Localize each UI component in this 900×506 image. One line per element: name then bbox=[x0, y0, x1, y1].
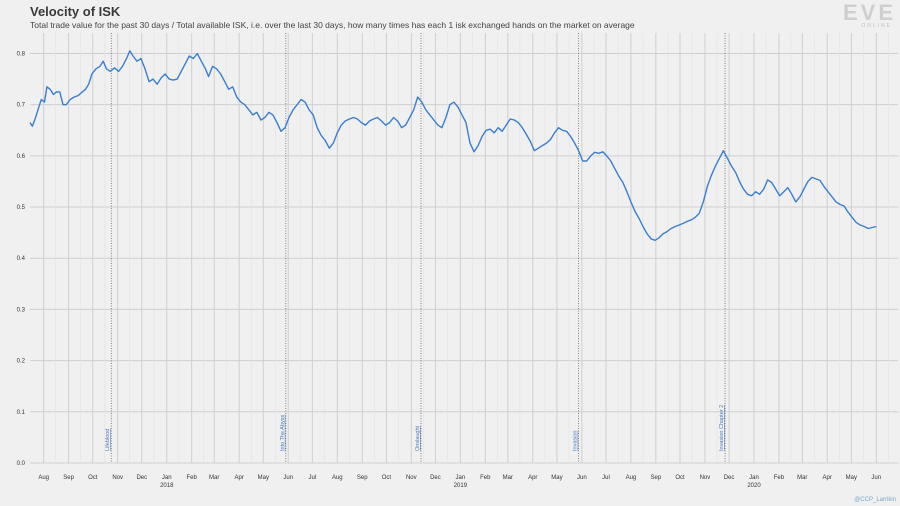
x-tick-label: Sep bbox=[63, 475, 74, 481]
x-tick-label: Jan bbox=[162, 475, 172, 481]
x-tick-label: Feb bbox=[774, 475, 785, 481]
x-tick-label: Jan bbox=[749, 475, 759, 481]
x-tick-label: Oct bbox=[675, 475, 685, 481]
x-tick-label: Jul bbox=[602, 475, 610, 481]
x-tick-label: Mar bbox=[797, 475, 807, 481]
chart-subtitle: Total trade value for the past 30 days /… bbox=[30, 20, 635, 30]
y-gridlines bbox=[30, 52, 898, 464]
logo-subtext: ONLINE bbox=[861, 23, 892, 29]
x-tick-label: Aug bbox=[332, 475, 343, 481]
event-label[interactable]: Onslaught bbox=[415, 425, 421, 451]
x-tick-label: Mar bbox=[503, 475, 513, 481]
x-tick-label: Nov bbox=[406, 475, 417, 481]
y-tick-label: 0.6 bbox=[17, 154, 26, 160]
x-tick-label: Jun bbox=[871, 475, 881, 481]
event-label[interactable]: Invasion bbox=[573, 431, 579, 452]
logo-wordmark: EVE bbox=[842, 0, 896, 25]
x-tick-label: Jul bbox=[309, 475, 317, 481]
x-year-label: 2018 bbox=[160, 483, 174, 489]
author-credit: @CCP_Larrikin bbox=[854, 497, 896, 503]
event-label[interactable]: Into The Abyss bbox=[280, 414, 286, 451]
x-tick-label: Apr bbox=[234, 475, 243, 481]
x-tick-label: Nov bbox=[700, 475, 711, 481]
eve-online-logo: EVE ONLINE bbox=[836, 0, 896, 30]
x-tick-label: Apr bbox=[528, 475, 537, 481]
y-axis-tick-labels: 0.0 0.1 0.2 0.3 0.4 0.5 0.6 0.7 0.8 bbox=[17, 51, 26, 467]
chart-title: Velocity of ISK bbox=[30, 4, 121, 19]
y-tick-label: 0.2 bbox=[17, 359, 26, 365]
y-tick-label: 0.4 bbox=[17, 256, 26, 262]
x-tick-label: Jan bbox=[456, 475, 466, 481]
x-tick-label: Dec bbox=[724, 475, 735, 481]
y-tick-label: 0.1 bbox=[17, 410, 26, 416]
x-tick-label: Nov bbox=[112, 475, 123, 481]
event-label[interactable]: Lifeblood bbox=[105, 429, 111, 451]
y-tick-label: 0.3 bbox=[17, 307, 26, 313]
x-tick-label: Oct bbox=[88, 475, 98, 481]
x-tick-label: Jun bbox=[577, 475, 587, 481]
x-tick-label: Apr bbox=[823, 475, 832, 481]
event-label[interactable]: Invasion Chapter 2 bbox=[719, 405, 725, 451]
x-tick-label: May bbox=[551, 475, 562, 481]
y-tick-label: 0.5 bbox=[17, 205, 26, 211]
x-tick-label: Dec bbox=[430, 475, 441, 481]
x-year-label: 2020 bbox=[747, 483, 761, 489]
y-tick-label: 0.8 bbox=[17, 51, 26, 57]
x-tick-label: Aug bbox=[38, 475, 49, 481]
x-tick-label: Oct bbox=[382, 475, 392, 481]
x-tick-label: May bbox=[258, 475, 269, 481]
x-tick-label: Sep bbox=[651, 475, 662, 481]
y-tick-label: 0.7 bbox=[17, 103, 26, 109]
x-gridlines bbox=[43, 33, 889, 463]
x-tick-label: Sep bbox=[357, 475, 368, 481]
x-tick-label: Mar bbox=[209, 475, 219, 481]
x-axis-tick-labels: Aug Sep Oct Nov Dec Jan 2018 Feb Mar Apr May Jun Jul… bbox=[38, 475, 881, 489]
x-tick-label: Feb bbox=[480, 475, 491, 481]
x-tick-label: Jun bbox=[283, 475, 293, 481]
x-tick-label: Dec bbox=[136, 475, 147, 481]
event-markers: Lifeblood Into The Abyss Onslaught Invasion… bbox=[105, 33, 726, 463]
x-tick-label: Aug bbox=[626, 475, 637, 481]
x-year-label: 2019 bbox=[454, 483, 468, 489]
series-group bbox=[29, 50, 877, 241]
x-tick-label: Feb bbox=[187, 475, 198, 481]
velocity-series-line bbox=[29, 50, 877, 241]
y-tick-label: 0.0 bbox=[17, 461, 26, 467]
x-tick-label: May bbox=[846, 475, 857, 481]
